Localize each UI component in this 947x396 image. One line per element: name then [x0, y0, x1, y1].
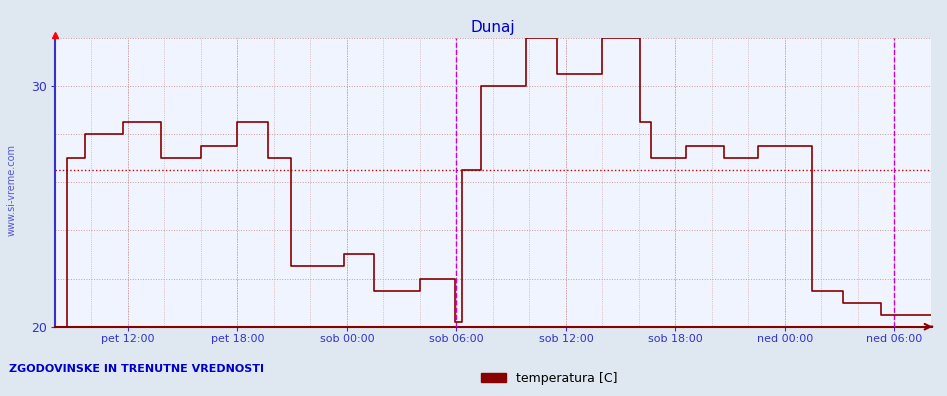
Text: www.si-vreme.com: www.si-vreme.com	[7, 144, 16, 236]
Legend: temperatura [C]: temperatura [C]	[476, 367, 622, 390]
Title: Dunaj: Dunaj	[471, 20, 515, 35]
Text: ZGODOVINSKE IN TRENUTNE VREDNOSTI: ZGODOVINSKE IN TRENUTNE VREDNOSTI	[9, 364, 264, 374]
